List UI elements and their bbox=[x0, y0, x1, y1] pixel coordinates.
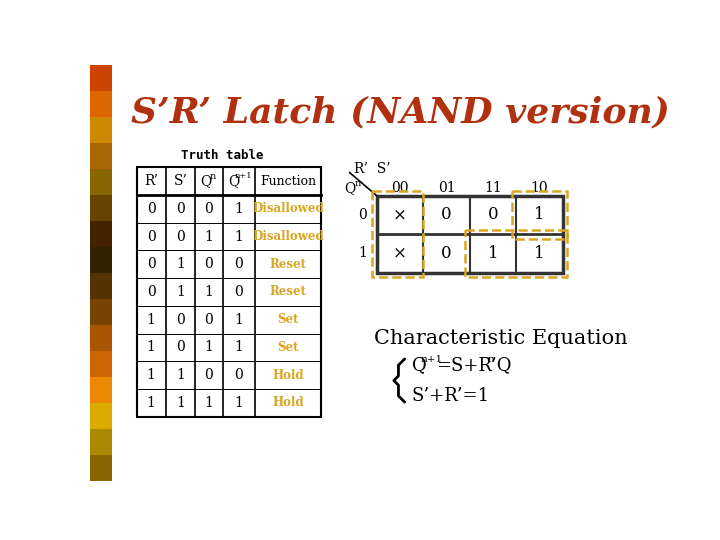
Text: 1: 1 bbox=[147, 368, 156, 382]
Bar bbox=[90, 221, 112, 247]
Text: 1: 1 bbox=[534, 206, 545, 224]
Bar bbox=[90, 403, 112, 429]
Text: Characteristic Equation: Characteristic Equation bbox=[374, 329, 628, 348]
Text: S’: S’ bbox=[174, 174, 188, 188]
Text: 1: 1 bbox=[176, 396, 185, 410]
Bar bbox=[90, 195, 112, 221]
Text: 11: 11 bbox=[484, 181, 502, 195]
Text: n: n bbox=[487, 355, 495, 364]
Text: 00: 00 bbox=[391, 181, 409, 195]
Text: Disallowed: Disallowed bbox=[252, 230, 324, 243]
Text: 0: 0 bbox=[176, 340, 185, 354]
Text: 0: 0 bbox=[204, 368, 213, 382]
Bar bbox=[465, 230, 567, 278]
Bar bbox=[137, 167, 321, 417]
Text: 1: 1 bbox=[534, 245, 545, 262]
Text: 0: 0 bbox=[176, 313, 185, 327]
Text: n+1: n+1 bbox=[235, 172, 252, 180]
Text: 1: 1 bbox=[204, 340, 213, 354]
Text: 0: 0 bbox=[204, 313, 213, 327]
Text: 0: 0 bbox=[147, 230, 156, 244]
Text: R’  S’: R’ S’ bbox=[354, 162, 390, 176]
Text: Disallowed: Disallowed bbox=[252, 202, 324, 215]
Text: 1: 1 bbox=[235, 313, 243, 327]
Bar bbox=[90, 65, 112, 92]
Text: Q: Q bbox=[344, 181, 356, 195]
Bar bbox=[90, 377, 112, 403]
Text: n+1: n+1 bbox=[421, 355, 443, 364]
Bar bbox=[90, 143, 112, 170]
Bar bbox=[90, 117, 112, 144]
Text: 1: 1 bbox=[176, 257, 185, 271]
Text: 1: 1 bbox=[235, 230, 243, 244]
Text: 1: 1 bbox=[235, 202, 243, 216]
Text: Q: Q bbox=[228, 174, 240, 188]
Text: 0: 0 bbox=[176, 202, 185, 216]
Text: Hold: Hold bbox=[272, 396, 304, 409]
Text: 0: 0 bbox=[204, 202, 213, 216]
Text: Reset: Reset bbox=[269, 286, 307, 299]
Text: 1: 1 bbox=[176, 368, 185, 382]
Text: 1: 1 bbox=[204, 285, 213, 299]
Text: 1: 1 bbox=[235, 340, 243, 354]
Text: 0: 0 bbox=[235, 285, 243, 299]
Bar bbox=[90, 350, 112, 377]
Text: 1: 1 bbox=[147, 340, 156, 354]
Bar bbox=[90, 168, 112, 195]
Text: 1: 1 bbox=[359, 246, 367, 260]
Bar bbox=[90, 429, 112, 455]
Text: Q: Q bbox=[200, 174, 212, 188]
Text: 0: 0 bbox=[441, 206, 452, 224]
Text: 1: 1 bbox=[204, 230, 213, 244]
Text: 1: 1 bbox=[147, 313, 156, 327]
Text: 0: 0 bbox=[359, 208, 367, 222]
Bar bbox=[90, 455, 112, 481]
Text: n: n bbox=[355, 179, 361, 188]
Text: Set: Set bbox=[277, 313, 299, 326]
Text: 01: 01 bbox=[438, 181, 455, 195]
Text: S’R’ Latch (NAND version): S’R’ Latch (NAND version) bbox=[130, 96, 670, 130]
Bar bbox=[90, 325, 112, 352]
Bar bbox=[90, 299, 112, 326]
Text: Function: Function bbox=[260, 174, 316, 187]
Text: =S+R’Q: =S+R’Q bbox=[436, 356, 512, 374]
Text: Q: Q bbox=[412, 356, 426, 374]
Text: 0: 0 bbox=[204, 257, 213, 271]
Text: 1: 1 bbox=[487, 245, 498, 262]
Bar bbox=[377, 195, 563, 273]
Text: 1: 1 bbox=[204, 396, 213, 410]
Text: Reset: Reset bbox=[269, 258, 307, 271]
Text: 1: 1 bbox=[147, 396, 156, 410]
Bar bbox=[90, 247, 112, 273]
Text: ×: × bbox=[393, 245, 407, 262]
Text: 1: 1 bbox=[176, 285, 185, 299]
Bar bbox=[90, 273, 112, 300]
Text: ×: × bbox=[393, 206, 407, 224]
Text: 0: 0 bbox=[487, 206, 498, 224]
Text: 0: 0 bbox=[147, 285, 156, 299]
Text: 0: 0 bbox=[235, 368, 243, 382]
Text: R’: R’ bbox=[144, 174, 158, 188]
Text: Hold: Hold bbox=[272, 369, 304, 382]
Text: 0: 0 bbox=[147, 257, 156, 271]
Text: n: n bbox=[210, 172, 216, 181]
Text: 0: 0 bbox=[176, 230, 185, 244]
Text: Truth table: Truth table bbox=[181, 149, 264, 162]
Text: 0: 0 bbox=[441, 245, 452, 262]
Text: S’+R’=1: S’+R’=1 bbox=[412, 387, 490, 405]
Bar bbox=[372, 191, 423, 278]
Text: 0: 0 bbox=[147, 202, 156, 216]
Text: 0: 0 bbox=[235, 257, 243, 271]
Text: Set: Set bbox=[277, 341, 299, 354]
Text: 1: 1 bbox=[235, 396, 243, 410]
Text: 10: 10 bbox=[531, 181, 549, 195]
Bar bbox=[512, 191, 567, 239]
Bar bbox=[90, 91, 112, 118]
